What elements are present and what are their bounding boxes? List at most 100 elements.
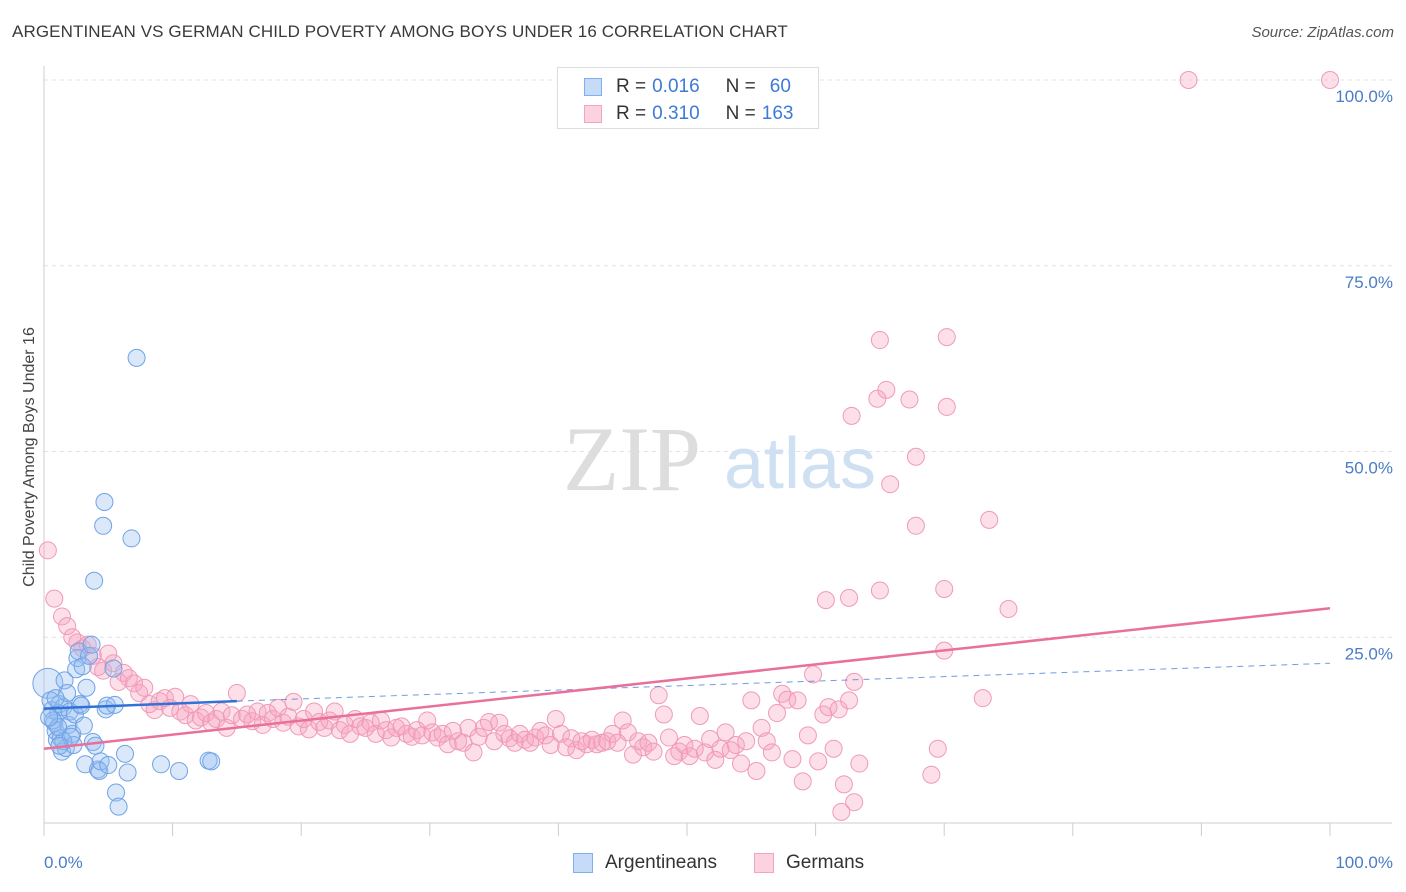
data-point-germans xyxy=(726,735,745,754)
data-point-germans xyxy=(366,724,385,743)
data-point-argentineans xyxy=(82,635,101,654)
data-point-germans xyxy=(706,750,725,769)
legend-row-germans: R = 0.310 N = 163 xyxy=(584,102,793,126)
watermark-zip: ZIP xyxy=(563,408,701,510)
legend-label-germans: Germans xyxy=(786,852,865,873)
trend-line-germans xyxy=(43,607,1331,750)
data-point-argentineans xyxy=(90,761,109,780)
data-point-argentineans xyxy=(170,761,189,780)
data-point-argentineans xyxy=(74,716,93,735)
data-point-germans xyxy=(130,683,149,702)
legend-r-value: 0.016 xyxy=(652,76,700,97)
legend-swatch-pink xyxy=(584,105,602,123)
data-point-germans xyxy=(906,516,925,535)
data-point-argentineans xyxy=(85,571,104,590)
data-point-germans xyxy=(999,600,1018,619)
data-point-germans xyxy=(928,739,947,758)
legend-swatch-blue xyxy=(584,78,602,96)
data-point-argentineans xyxy=(95,493,114,512)
data-point-argentineans xyxy=(40,708,59,727)
data-point-germans xyxy=(762,743,781,762)
data-point-germans xyxy=(842,406,861,425)
data-point-germans xyxy=(176,706,195,725)
data-point-germans xyxy=(58,617,77,636)
data-point-germans xyxy=(937,328,956,347)
data-point-germans xyxy=(433,724,452,743)
data-point-argentineans xyxy=(122,529,141,548)
data-point-germans xyxy=(135,678,154,697)
legend-r-value: 0.310 xyxy=(652,103,700,124)
data-point-germans xyxy=(845,793,864,812)
data-point-germans xyxy=(845,672,864,691)
data-point-germans xyxy=(567,741,586,760)
data-point-germans xyxy=(510,724,529,743)
data-point-germans xyxy=(459,718,478,737)
data-point-germans xyxy=(38,541,57,560)
data-point-germans xyxy=(505,733,524,752)
data-point-germans xyxy=(877,380,896,399)
data-point-germans xyxy=(654,705,673,724)
data-point-germans xyxy=(1321,71,1339,89)
data-point-germans xyxy=(45,589,64,608)
data-point-argentineans xyxy=(118,763,137,782)
data-point-germans xyxy=(721,741,740,760)
watermark-atlas: atlas xyxy=(724,424,876,504)
data-point-germans xyxy=(793,772,812,791)
data-point-argentineans xyxy=(107,783,126,802)
data-point-germans xyxy=(850,754,869,773)
y-tick-label: 100.0% xyxy=(1335,87,1393,106)
data-point-argentineans xyxy=(94,516,113,535)
legend-n-label: N = xyxy=(725,103,756,124)
data-point-germans xyxy=(109,672,128,691)
trend-line-argentineans xyxy=(43,699,237,710)
chart-title: ARGENTINEAN VS GERMAN CHILD POVERTY AMON… xyxy=(12,22,788,41)
data-point-germans xyxy=(536,726,555,745)
data-point-germans xyxy=(804,665,823,684)
data-point-germans xyxy=(284,692,303,711)
data-point-argentineans xyxy=(202,752,221,771)
data-point-germans xyxy=(438,735,457,754)
data-point-germans xyxy=(778,690,797,709)
data-point-germans xyxy=(125,674,144,693)
data-point-germans xyxy=(737,732,756,751)
data-point-germans xyxy=(935,579,954,598)
data-point-germans xyxy=(541,735,560,754)
data-point-germans xyxy=(659,728,678,747)
watermark: ZIP atlas xyxy=(563,408,876,510)
legend-item-argentineans[interactable]: Argentineans xyxy=(573,852,717,874)
data-point-germans xyxy=(186,711,205,730)
data-point-germans xyxy=(485,732,504,751)
legend-item-germans[interactable]: Germans xyxy=(754,852,864,874)
legend-n-value: 163 xyxy=(761,103,794,124)
data-point-argentineans xyxy=(73,657,92,676)
data-point-argentineans xyxy=(77,678,96,697)
y-tick-label: 25.0% xyxy=(1345,644,1393,663)
x-tick-label: 100.0% xyxy=(1335,853,1393,872)
data-point-germans xyxy=(690,707,709,726)
data-point-germans xyxy=(752,718,771,737)
data-point-germans xyxy=(212,702,231,721)
data-point-argentineans xyxy=(127,348,146,367)
data-point-germans xyxy=(618,723,637,742)
data-point-germans xyxy=(809,752,828,771)
data-point-germans xyxy=(1179,71,1198,89)
legend-swatch-blue xyxy=(573,853,593,873)
data-point-germans xyxy=(397,724,416,743)
data-point-germans xyxy=(980,510,999,529)
data-point-germans xyxy=(119,669,138,688)
data-point-argentineans xyxy=(99,756,118,775)
data-point-germans xyxy=(696,743,715,762)
data-point-germans xyxy=(562,729,581,748)
data-point-germans xyxy=(685,739,704,758)
x-tick-label: 0.0% xyxy=(44,853,83,872)
data-point-argentineans xyxy=(109,797,128,816)
data-point-germans xyxy=(757,732,776,751)
data-point-germans xyxy=(798,726,817,745)
y-axis-label: Child Poverty Among Boys Under 16 xyxy=(21,327,38,587)
data-point-germans xyxy=(973,689,992,708)
data-point-germans xyxy=(330,721,349,740)
axes xyxy=(43,66,1392,836)
data-point-germans xyxy=(906,447,925,466)
data-point-germans xyxy=(227,683,246,702)
